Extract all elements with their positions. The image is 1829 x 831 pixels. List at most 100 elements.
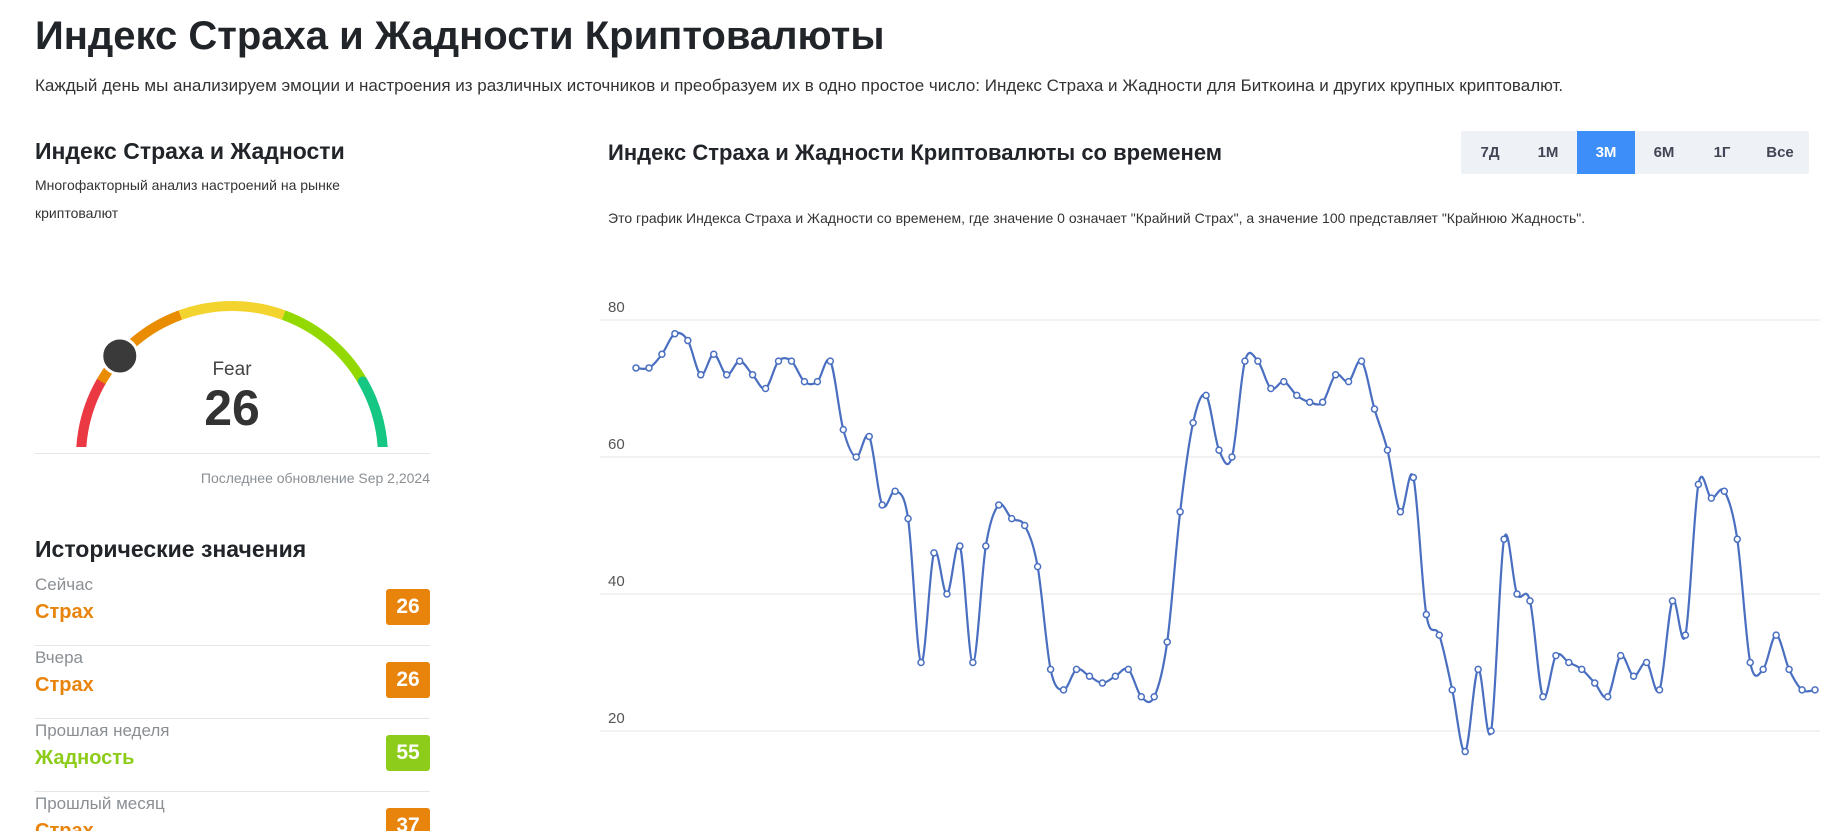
- data-point[interactable]: [1811, 686, 1819, 694]
- data-point[interactable]: [878, 501, 886, 509]
- data-point[interactable]: [917, 658, 925, 667]
- data-point[interactable]: [1033, 562, 1042, 571]
- data-point[interactable]: [709, 350, 718, 358]
- data-point[interactable]: [1616, 651, 1625, 660]
- data-point[interactable]: [1124, 665, 1133, 674]
- range-button-7d[interactable]: 7Д: [1480, 144, 1500, 161]
- data-point[interactable]: [1072, 665, 1081, 674]
- data-point[interactable]: [1772, 631, 1780, 639]
- data-point[interactable]: [1474, 665, 1482, 674]
- data-point[interactable]: [1241, 357, 1249, 365]
- data-point[interactable]: [1733, 535, 1742, 543]
- data-point[interactable]: [1759, 665, 1767, 674]
- data-point[interactable]: [1189, 419, 1197, 427]
- data-point[interactable]: [865, 432, 873, 441]
- data-point[interactable]: [1228, 453, 1236, 461]
- data-point[interactable]: [1007, 514, 1016, 523]
- data-point[interactable]: [1085, 672, 1094, 680]
- data-point[interactable]: [735, 357, 744, 365]
- data-point[interactable]: [943, 590, 951, 598]
- data-point[interactable]: [1409, 473, 1418, 482]
- data-point[interactable]: [1746, 658, 1754, 667]
- data-point[interactable]: [826, 357, 835, 365]
- data-point[interactable]: [1681, 631, 1690, 639]
- data-point[interactable]: [658, 350, 666, 358]
- data-point[interactable]: [930, 549, 938, 557]
- data-point[interactable]: [1331, 371, 1340, 379]
- data-point[interactable]: [1720, 487, 1729, 495]
- data-point[interactable]: [787, 357, 796, 365]
- data-point[interactable]: [671, 329, 679, 338]
- data-point[interactable]: [1461, 747, 1469, 756]
- data-point[interactable]: [1526, 597, 1534, 605]
- data-point[interactable]: [1578, 665, 1586, 674]
- data-point[interactable]: [1785, 665, 1793, 674]
- data-point[interactable]: [748, 371, 757, 379]
- data-point[interactable]: [1059, 686, 1068, 694]
- data-point[interactable]: [1642, 658, 1651, 667]
- data-point[interactable]: [1202, 391, 1210, 400]
- data-point[interactable]: [813, 377, 822, 386]
- data-point[interactable]: [645, 364, 653, 372]
- data-point[interactable]: [697, 371, 705, 379]
- data-point[interactable]: [1565, 658, 1573, 667]
- data-point[interactable]: [1137, 693, 1146, 701]
- data-point[interactable]: [1422, 610, 1431, 619]
- data-point[interactable]: [722, 371, 731, 379]
- data-point[interactable]: [1707, 494, 1716, 502]
- data-point[interactable]: [1150, 693, 1158, 701]
- data-point[interactable]: [1344, 377, 1353, 386]
- data-point[interactable]: [800, 377, 809, 386]
- range-button-1y[interactable]: 1Г: [1713, 144, 1731, 161]
- data-point[interactable]: [1370, 405, 1379, 413]
- data-point[interactable]: [1668, 597, 1677, 605]
- data-point[interactable]: [774, 357, 783, 365]
- historical-label: Сейчас: [35, 575, 94, 594]
- data-point[interactable]: [1046, 665, 1055, 674]
- data-point[interactable]: [839, 425, 848, 434]
- data-point[interactable]: [969, 658, 977, 667]
- data-point[interactable]: [1487, 727, 1495, 735]
- data-point[interactable]: [1655, 686, 1664, 694]
- range-button-1m[interactable]: 1М: [1537, 144, 1559, 161]
- data-point[interactable]: [1020, 521, 1029, 530]
- data-point[interactable]: [904, 514, 912, 523]
- data-point[interactable]: [1176, 508, 1184, 516]
- data-point[interactable]: [1383, 446, 1392, 454]
- data-point[interactable]: [1111, 672, 1120, 680]
- range-button-all[interactable]: Все: [1766, 144, 1794, 161]
- data-point[interactable]: [1435, 631, 1444, 639]
- data-point[interactable]: [1694, 480, 1703, 489]
- data-point[interactable]: [1448, 686, 1456, 694]
- data-point[interactable]: [1396, 508, 1405, 516]
- data-point[interactable]: [684, 336, 692, 345]
- data-point[interactable]: [1357, 357, 1366, 365]
- data-point[interactable]: [1163, 638, 1171, 646]
- data-point[interactable]: [1293, 391, 1301, 400]
- data-point[interactable]: [1305, 398, 1314, 406]
- data-point[interactable]: [1603, 693, 1612, 701]
- data-point[interactable]: [956, 542, 964, 550]
- data-point[interactable]: [852, 453, 861, 461]
- data-point[interactable]: [1215, 446, 1223, 454]
- data-point[interactable]: [1254, 357, 1262, 365]
- range-button-3m[interactable]: 3М: [1577, 131, 1635, 174]
- data-point[interactable]: [1552, 651, 1560, 660]
- data-point[interactable]: [1280, 377, 1288, 386]
- data-point[interactable]: [1500, 535, 1508, 543]
- data-point[interactable]: [632, 364, 640, 372]
- data-point[interactable]: [1513, 590, 1521, 598]
- data-point[interactable]: [761, 384, 770, 393]
- data-point[interactable]: [1629, 672, 1638, 680]
- data-point[interactable]: [1590, 679, 1599, 687]
- data-point[interactable]: [1318, 398, 1327, 406]
- data-point[interactable]: [982, 542, 990, 550]
- data-point[interactable]: [1267, 384, 1275, 393]
- data-point[interactable]: [1539, 693, 1547, 701]
- data-point[interactable]: [891, 487, 899, 495]
- data-point[interactable]: [995, 501, 1003, 509]
- data-point[interactable]: [1798, 686, 1806, 694]
- data-point[interactable]: [1098, 679, 1107, 687]
- range-button-6m[interactable]: 6М: [1653, 144, 1675, 161]
